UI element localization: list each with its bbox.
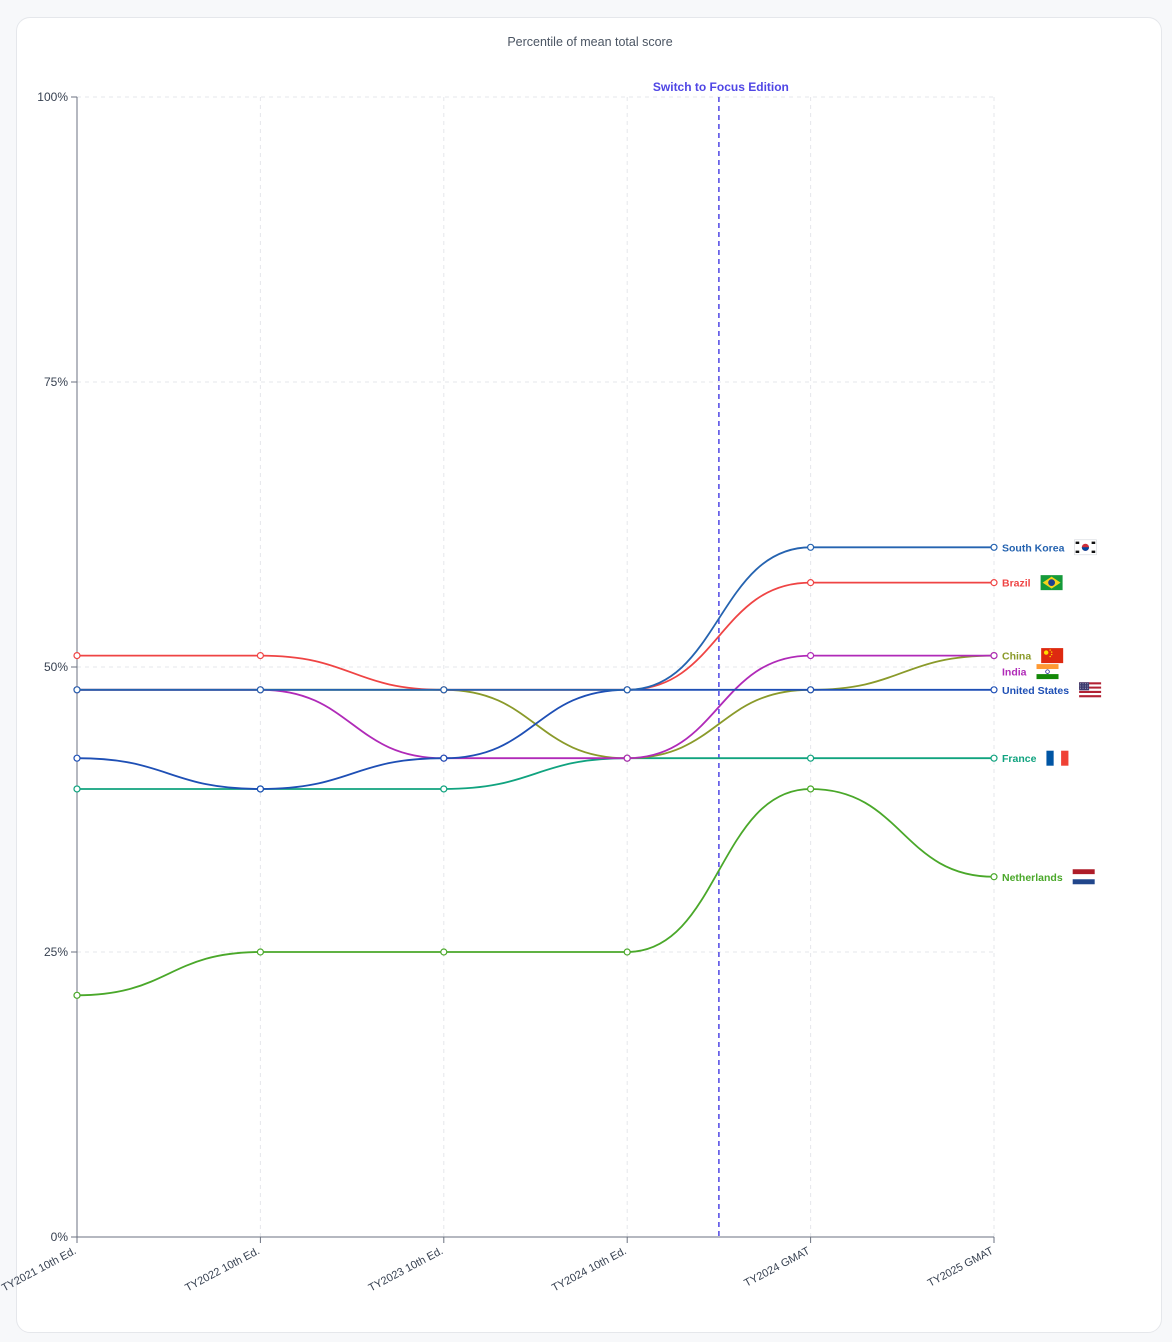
- netherlands-flag-icon: [1072, 869, 1095, 885]
- series-line-netherlands: [76, 788, 995, 997]
- data-point-netherlands: [256, 948, 264, 956]
- data-point-france: [806, 754, 815, 762]
- x-tick-label: TY2023 10th Ed.: [367, 1245, 446, 1294]
- chart-card: [16, 17, 1162, 1333]
- data-point-netherlands: [623, 948, 631, 956]
- y-tick-label: 25%: [44, 945, 68, 959]
- x-tick-label: TY2024 GMAT: [742, 1245, 812, 1290]
- series-lines: [73, 543, 998, 999]
- series-line-china: [77, 654, 995, 760]
- series-line-brazil: [77, 581, 994, 691]
- data-point-united-states: [990, 686, 998, 694]
- x-tick-label: TY2022 10th Ed.: [183, 1245, 262, 1294]
- data-point-south-korea: [623, 686, 631, 694]
- series-label-china: China: [1002, 651, 1031, 663]
- series-label-france: France: [1002, 753, 1037, 765]
- data-point-brazil: [73, 651, 81, 660]
- data-point-brazil: [806, 579, 815, 587]
- data-point-india: [990, 651, 998, 660]
- brazil-flag-icon: [1040, 575, 1063, 591]
- data-point-united-states: [256, 785, 264, 793]
- y-tick-label: 50%: [44, 660, 68, 674]
- data-point-france: [73, 785, 81, 793]
- series-line-united-states: [76, 688, 994, 790]
- axes: 0% 25% 50% 75% 100% TY2021 10th Ed. TY2022 10t…: [0, 90, 996, 1294]
- data-point-south-korea: [73, 686, 81, 694]
- grid: [77, 96, 995, 1237]
- data-point-france: [990, 754, 998, 762]
- series-line-india: [77, 654, 994, 760]
- data-point-france: [440, 785, 448, 793]
- data-point-south-korea: [256, 686, 264, 694]
- data-point-netherlands: [990, 873, 998, 881]
- switch-edition-label: Switch to Focus Edition: [653, 80, 789, 94]
- data-point-south-korea: [990, 543, 998, 551]
- series-line-france: [77, 757, 994, 790]
- data-point-south-korea: [440, 686, 448, 694]
- y-tick-label: 100%: [37, 90, 68, 104]
- series-label-united-states: United States: [1002, 685, 1069, 697]
- china-flag-icon: [1041, 648, 1064, 664]
- france-flag-icon: [1046, 750, 1069, 766]
- data-point-united-states: [73, 754, 81, 762]
- data-point-united-states: [806, 686, 815, 694]
- x-tick-label: TY2024 10th Ed.: [550, 1245, 629, 1294]
- data-point-netherlands: [73, 991, 81, 999]
- data-point-united-states: [440, 754, 448, 762]
- series-label-netherlands: Netherlands: [1002, 872, 1063, 884]
- x-tick-label: TY2025 GMAT: [926, 1245, 996, 1290]
- chart-title: Percentile of mean total score: [507, 35, 672, 49]
- data-point-south-korea: [806, 543, 815, 551]
- x-tick-label: TY2021 10th Ed.: [0, 1245, 78, 1294]
- y-tick-label: 75%: [44, 375, 68, 389]
- series-label-india: India: [1002, 667, 1027, 679]
- data-point-india: [623, 754, 631, 762]
- series-label-brazil: Brazil: [1002, 578, 1031, 590]
- south-korea-flag-icon: [1074, 539, 1097, 556]
- united-states-flag-icon: [1079, 682, 1102, 698]
- y-tick-label: 0%: [51, 1230, 69, 1244]
- data-point-brazil: [256, 651, 264, 660]
- data-point-netherlands: [806, 785, 815, 793]
- india-flag-icon: [1036, 664, 1059, 680]
- annotations: Switch to Focus Edition: [653, 80, 789, 1237]
- series-label-south-korea: South Korea: [1002, 542, 1065, 554]
- data-point-india: [806, 651, 815, 660]
- series-line-south-korea: [77, 546, 994, 691]
- data-point-netherlands: [440, 948, 448, 956]
- data-point-brazil: [990, 579, 998, 587]
- series-labels: South Korea Brazil China India United States…: [1002, 539, 1102, 885]
